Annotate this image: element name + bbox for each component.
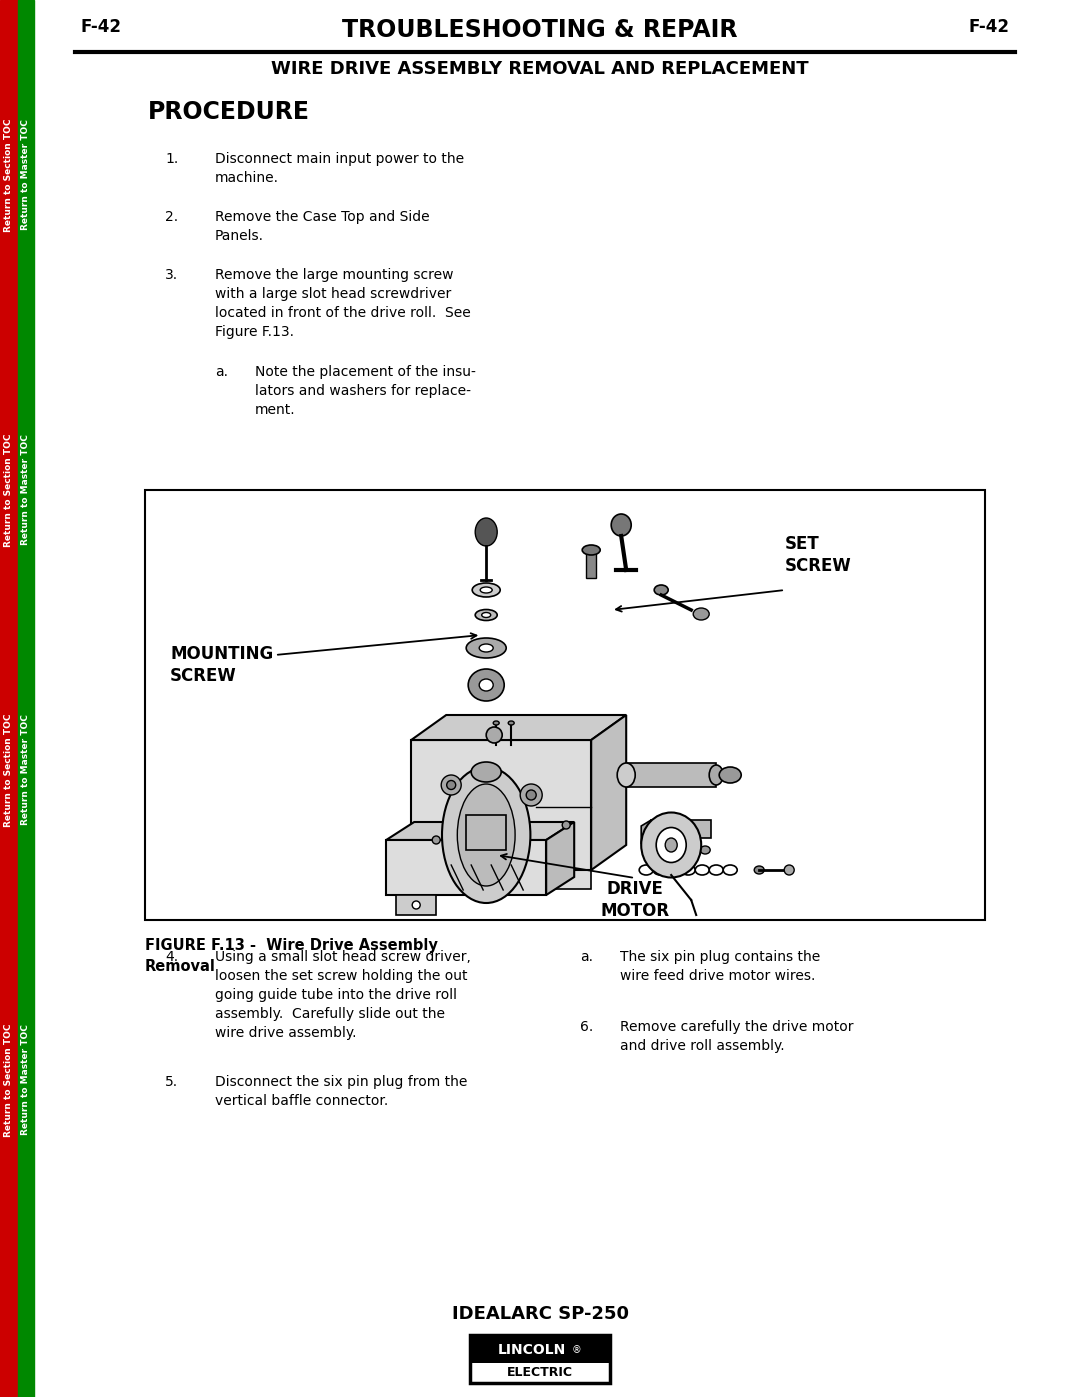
Bar	[18, 0, 33, 1397]
Ellipse shape	[719, 767, 741, 782]
Ellipse shape	[754, 866, 765, 875]
Text: Remove the large mounting screw
with a large slot head screwdriver
located in fr: Remove the large mounting screw with a l…	[215, 268, 471, 339]
Text: 5.: 5.	[165, 1076, 178, 1090]
Bar	[536, 788, 591, 890]
Text: Remove carefully the drive motor
and drive roll assembly.: Remove carefully the drive motor and dri…	[620, 1020, 853, 1053]
Ellipse shape	[642, 813, 701, 877]
Text: MOUNTING
SCREW: MOUNTING SCREW	[170, 645, 273, 685]
Text: LINCOLN: LINCOLN	[498, 1343, 566, 1356]
Bar	[0, 0, 18, 1397]
Text: Return to Section TOC: Return to Section TOC	[4, 714, 14, 827]
Text: 1.: 1.	[165, 152, 178, 166]
Ellipse shape	[442, 767, 530, 902]
Bar	[387, 840, 546, 895]
Bar	[471, 1336, 609, 1363]
Text: Return to Master TOC: Return to Master TOC	[22, 434, 30, 545]
Polygon shape	[546, 821, 575, 895]
Ellipse shape	[526, 789, 536, 800]
Text: 4.: 4.	[165, 950, 178, 964]
Text: ELECTRIC: ELECTRIC	[507, 1366, 573, 1379]
Text: Return to Master TOC: Return to Master TOC	[22, 1024, 30, 1136]
Bar	[470, 1336, 610, 1383]
Text: Return to Master TOC: Return to Master TOC	[22, 120, 30, 231]
Text: 2.: 2.	[165, 210, 178, 224]
Ellipse shape	[710, 766, 724, 785]
Ellipse shape	[480, 644, 494, 652]
Ellipse shape	[563, 821, 570, 828]
Ellipse shape	[700, 847, 711, 854]
Ellipse shape	[471, 761, 501, 782]
Text: SET
SCREW: SET SCREW	[785, 535, 852, 576]
Polygon shape	[591, 715, 626, 870]
Ellipse shape	[476, 717, 496, 726]
Text: Return to Section TOC: Return to Section TOC	[4, 1023, 14, 1137]
Ellipse shape	[494, 721, 499, 725]
Ellipse shape	[657, 827, 686, 862]
Bar	[586, 550, 596, 578]
Ellipse shape	[486, 726, 502, 743]
Ellipse shape	[665, 838, 677, 852]
Ellipse shape	[480, 679, 494, 692]
Text: 3.: 3.	[165, 268, 178, 282]
Ellipse shape	[413, 901, 420, 909]
Text: TROUBLESHOOTING & REPAIR: TROUBLESHOOTING & REPAIR	[342, 18, 738, 42]
Ellipse shape	[482, 719, 490, 724]
Bar	[626, 763, 716, 787]
Ellipse shape	[472, 583, 500, 597]
Ellipse shape	[784, 865, 794, 875]
Text: DRIVE
MOTOR: DRIVE MOTOR	[600, 880, 670, 921]
Ellipse shape	[582, 545, 600, 555]
Ellipse shape	[432, 835, 441, 844]
Ellipse shape	[481, 587, 492, 592]
Text: F-42: F-42	[80, 18, 121, 36]
Ellipse shape	[617, 763, 635, 787]
Text: PROCEDURE: PROCEDURE	[148, 101, 310, 124]
Polygon shape	[396, 895, 436, 915]
Text: Disconnect the six pin plug from the
vertical baffle connector.: Disconnect the six pin plug from the ver…	[215, 1076, 468, 1108]
Ellipse shape	[457, 784, 515, 886]
Text: F-42: F-42	[969, 18, 1010, 36]
Text: Return to Section TOC: Return to Section TOC	[4, 119, 14, 232]
Text: FIGURE F.13 -  Wire Drive Assembly
Removal: FIGURE F.13 - Wire Drive Assembly Remova…	[145, 937, 437, 974]
Ellipse shape	[469, 669, 504, 701]
Ellipse shape	[467, 638, 507, 658]
Ellipse shape	[482, 612, 490, 617]
Text: Disconnect main input power to the
machine.: Disconnect main input power to the machi…	[215, 152, 464, 184]
Ellipse shape	[509, 721, 514, 725]
Text: Using a small slot head screw driver,
loosen the set screw holding the out
going: Using a small slot head screw driver, lo…	[215, 950, 471, 1039]
Text: 6.: 6.	[580, 1020, 593, 1034]
Polygon shape	[387, 821, 575, 840]
Text: IDEALARC SP-250: IDEALARC SP-250	[451, 1305, 629, 1323]
Ellipse shape	[521, 784, 542, 806]
Ellipse shape	[447, 781, 456, 789]
Ellipse shape	[442, 775, 461, 795]
Text: The six pin plug contains the
wire feed drive motor wires.: The six pin plug contains the wire feed …	[620, 950, 820, 983]
Ellipse shape	[611, 514, 631, 536]
Text: Return to Section TOC: Return to Section TOC	[4, 433, 14, 546]
Ellipse shape	[475, 609, 497, 620]
Bar	[467, 814, 507, 849]
Bar	[145, 490, 985, 921]
Text: a.: a.	[580, 950, 593, 964]
Polygon shape	[642, 820, 651, 844]
Ellipse shape	[693, 608, 710, 620]
Bar	[411, 740, 591, 870]
Text: Remove the Case Top and Side
Panels.: Remove the Case Top and Side Panels.	[215, 210, 430, 243]
Ellipse shape	[657, 847, 666, 854]
Bar	[651, 820, 712, 838]
Text: WIRE DRIVE ASSEMBLY REMOVAL AND REPLACEMENT: WIRE DRIVE ASSEMBLY REMOVAL AND REPLACEM…	[271, 60, 809, 78]
Text: ®: ®	[572, 1345, 582, 1355]
Text: Note the placement of the insu-
lators and washers for replace-
ment.: Note the placement of the insu- lators a…	[255, 365, 476, 416]
Ellipse shape	[475, 518, 497, 546]
Polygon shape	[411, 715, 626, 740]
Text: a.: a.	[215, 365, 228, 379]
Ellipse shape	[654, 585, 669, 595]
Ellipse shape	[678, 847, 688, 854]
Text: Return to Master TOC: Return to Master TOC	[22, 714, 30, 826]
